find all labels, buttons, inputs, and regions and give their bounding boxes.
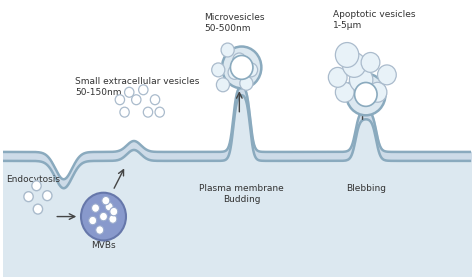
Circle shape [120, 107, 129, 117]
Circle shape [81, 193, 126, 240]
Circle shape [245, 63, 257, 77]
Text: Apoptotic vesicles
1-5μm: Apoptotic vesicles 1-5μm [333, 10, 416, 30]
Circle shape [328, 68, 347, 87]
Circle shape [32, 181, 41, 191]
Circle shape [155, 107, 164, 117]
Text: Microvesicles
50-500nm: Microvesicles 50-500nm [204, 13, 264, 33]
Circle shape [138, 85, 148, 95]
Circle shape [336, 43, 359, 68]
Circle shape [346, 74, 385, 115]
Circle shape [240, 76, 253, 90]
Circle shape [110, 207, 118, 216]
Text: Blebbing: Blebbing [346, 184, 386, 193]
Circle shape [91, 204, 100, 212]
Text: Plasma membrane
Budding: Plasma membrane Budding [199, 184, 284, 204]
Circle shape [132, 95, 141, 105]
Circle shape [349, 68, 373, 92]
Text: Endocytosis: Endocytosis [7, 175, 61, 184]
Text: Small extracellular vesicles
50-150nm: Small extracellular vesicles 50-150nm [75, 77, 200, 97]
Circle shape [109, 215, 117, 223]
Circle shape [342, 52, 366, 77]
Circle shape [96, 226, 104, 234]
Circle shape [336, 82, 354, 102]
Circle shape [221, 43, 234, 57]
Circle shape [105, 202, 113, 211]
Circle shape [43, 191, 52, 201]
Circle shape [377, 65, 396, 85]
Circle shape [89, 216, 97, 225]
Circle shape [115, 95, 125, 105]
Circle shape [143, 107, 153, 117]
Circle shape [368, 82, 387, 102]
Circle shape [24, 192, 33, 202]
Circle shape [355, 83, 377, 106]
Circle shape [212, 63, 225, 77]
Text: MVBs: MVBs [91, 241, 116, 250]
Circle shape [102, 196, 110, 205]
Circle shape [217, 78, 229, 92]
Circle shape [361, 52, 380, 72]
Circle shape [233, 53, 246, 67]
Circle shape [150, 95, 160, 105]
Circle shape [125, 87, 134, 97]
Circle shape [228, 65, 241, 79]
Circle shape [33, 204, 43, 214]
Circle shape [222, 47, 261, 88]
Circle shape [100, 212, 108, 221]
Circle shape [230, 56, 253, 79]
